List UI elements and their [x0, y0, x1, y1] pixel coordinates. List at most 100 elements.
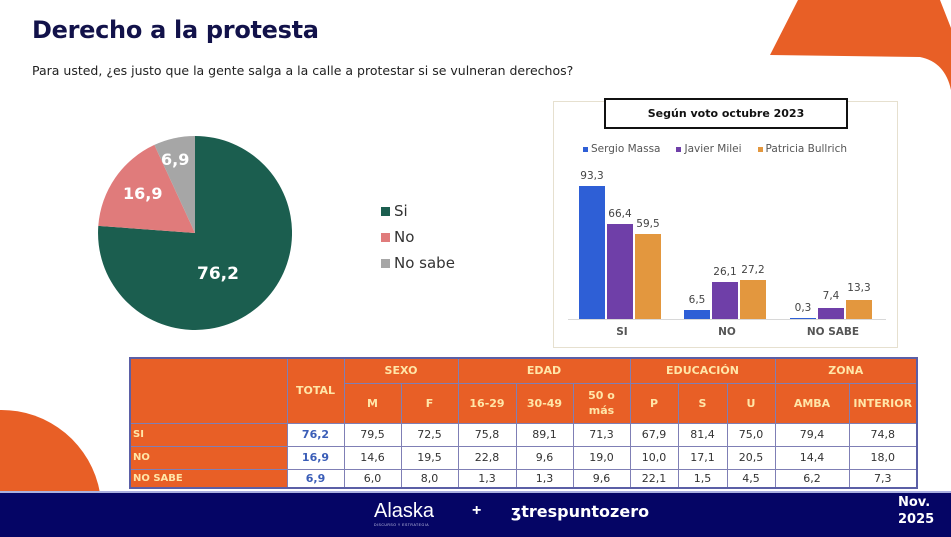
table-row: NO SABE 6,9 6,0 8,0 1,3 1,3 9,6 22,1 1,5…: [129, 468, 918, 489]
header-16-29: 16-29: [457, 382, 517, 424]
bar-value: 26,1: [713, 266, 737, 278]
bar-nosabe-milei: [818, 308, 844, 319]
cell: 1,5: [677, 468, 728, 489]
header-amba: AMBA: [774, 382, 850, 424]
header-interior: INTERIOR: [848, 382, 918, 424]
vote-chart-title: Según voto octubre 2023: [604, 98, 848, 129]
date-year: 2025: [898, 512, 935, 527]
cell: 20,5: [726, 445, 776, 470]
legend-item-no: No: [381, 224, 455, 250]
bar-si-bullrich: [635, 234, 661, 319]
cell: 74,8: [848, 422, 918, 447]
header-30-49: 30-49: [515, 382, 574, 424]
table-group-header-row: TOTAL SEXO EDAD EDUCACIÓN ZONA: [129, 357, 918, 424]
pie-chart: [98, 136, 292, 330]
cell: 81,4: [677, 422, 728, 447]
legend-swatch-icon: [381, 258, 390, 268]
pie-label-no: 16,9: [123, 184, 163, 203]
legend-swatch-icon: [583, 146, 588, 152]
row-label: NO SABE: [129, 468, 288, 489]
category-label-no: NO: [718, 326, 736, 338]
cell: 67,9: [629, 422, 679, 447]
row-label: SI: [129, 422, 288, 447]
legend-swatch-icon: [676, 146, 682, 152]
legend-label: No: [394, 228, 415, 246]
cell: 14,4: [774, 445, 850, 470]
alaska-logo: Alaska: [374, 500, 435, 522]
cell: 72,5: [400, 422, 459, 447]
bar-no-bullrich: [740, 280, 766, 319]
cell-total: 16,9: [286, 445, 345, 470]
bar-value: 13,3: [847, 282, 871, 294]
bar-value: 7,4: [822, 290, 840, 302]
cell: 7,3: [848, 468, 918, 489]
category-label-si: SI: [616, 326, 628, 338]
footer-divider: [0, 491, 951, 493]
vote-chart-legend: Sergio Massa Javier Milei Patricia Bullr…: [583, 143, 847, 155]
bar-si-massa: [579, 186, 605, 319]
legend-label: Sergio Massa: [591, 143, 661, 155]
bar-value: 59,5: [636, 218, 660, 230]
cell: 71,3: [572, 422, 631, 447]
cell: 1,3: [457, 468, 517, 489]
row-label: NO: [129, 445, 288, 470]
bar-no-massa: [684, 310, 710, 319]
bar-nosabe-massa: [790, 318, 816, 319]
header-m: M: [343, 382, 402, 424]
cell: 6,0: [343, 468, 402, 489]
category-label-nosabe: NO SABE: [806, 326, 860, 338]
bar-si-milei: [607, 224, 633, 319]
cell: 8,0: [400, 468, 459, 489]
cell: 75,8: [457, 422, 517, 447]
cell: 79,5: [343, 422, 402, 447]
header-u: U: [726, 382, 776, 424]
pie-label-nosabe: 6,9: [161, 150, 190, 169]
legend-swatch-icon: [757, 146, 763, 152]
plus-sign: +: [472, 502, 482, 519]
bar-value: 66,4: [608, 208, 632, 220]
bar-no-milei: [712, 282, 738, 319]
legend-label: No sabe: [394, 254, 455, 272]
page-title: Derecho a la protesta: [32, 16, 319, 44]
decorative-orange-shape-top: [770, 0, 951, 90]
crosstab-table: TOTAL SEXO EDAD EDUCACIÓN ZONA M F 16-29…: [129, 357, 918, 489]
legend-swatch-icon: [381, 206, 390, 216]
pie-legend: Si No No sabe: [381, 198, 455, 276]
legend-item-bullrich: Patricia Bullrich: [757, 143, 847, 155]
report-date: Nov. 2025: [898, 494, 934, 528]
cell: 19,5: [400, 445, 459, 470]
pie-slice-no: [98, 144, 195, 233]
legend-item-milei: Javier Milei: [676, 143, 742, 155]
trespuntozero-logo: ʒtrespuntozero: [511, 502, 650, 521]
header-group-sexo: SEXO: [343, 357, 459, 384]
cell: 79,4: [774, 422, 850, 447]
legend-label: Javier Milei: [684, 143, 742, 155]
decorative-orange-circle-left: [0, 409, 100, 493]
cell: 14,6: [343, 445, 402, 470]
cell: 89,1: [515, 422, 574, 447]
bar-value: 27,2: [741, 264, 765, 276]
pie-label-si: 76,2: [197, 264, 239, 284]
table-corner: [129, 357, 288, 424]
cell: 6,2: [774, 468, 850, 489]
bar-value: 93,3: [580, 170, 604, 182]
table-row: SI 76,2 79,5 72,5 75,8 89,1 71,3 67,9 81…: [129, 422, 918, 447]
bar-nosabe-bullrich: [846, 300, 872, 319]
cell: 75,0: [726, 422, 776, 447]
cell: 9,6: [572, 468, 631, 489]
legend-item-nosabe: No sabe: [381, 250, 455, 276]
legend-item-si: Si: [381, 198, 455, 224]
survey-question: Para usted, ¿es justo que la gente salga…: [32, 63, 574, 78]
cell: 22,1: [629, 468, 679, 489]
header-group-educacion: EDUCACIÓN: [629, 357, 776, 384]
header-group-edad: EDAD: [457, 357, 631, 384]
alaska-tagline: DISCURSO Y ESTRATEGIA: [374, 523, 430, 527]
cell-total: 76,2: [286, 422, 345, 447]
table-subheader-row: M F 16-29 30-49 50 o más P S U AMBA INTE…: [130, 382, 918, 424]
cell-total: 6,9: [286, 468, 345, 489]
cell: 4,5: [726, 468, 776, 489]
table-row: NO 16,9 14,6 19,5 22,8 9,6 19,0 10,0 17,…: [129, 445, 918, 470]
header-50-mas: 50 o más: [572, 382, 631, 424]
header-p: P: [629, 382, 679, 424]
